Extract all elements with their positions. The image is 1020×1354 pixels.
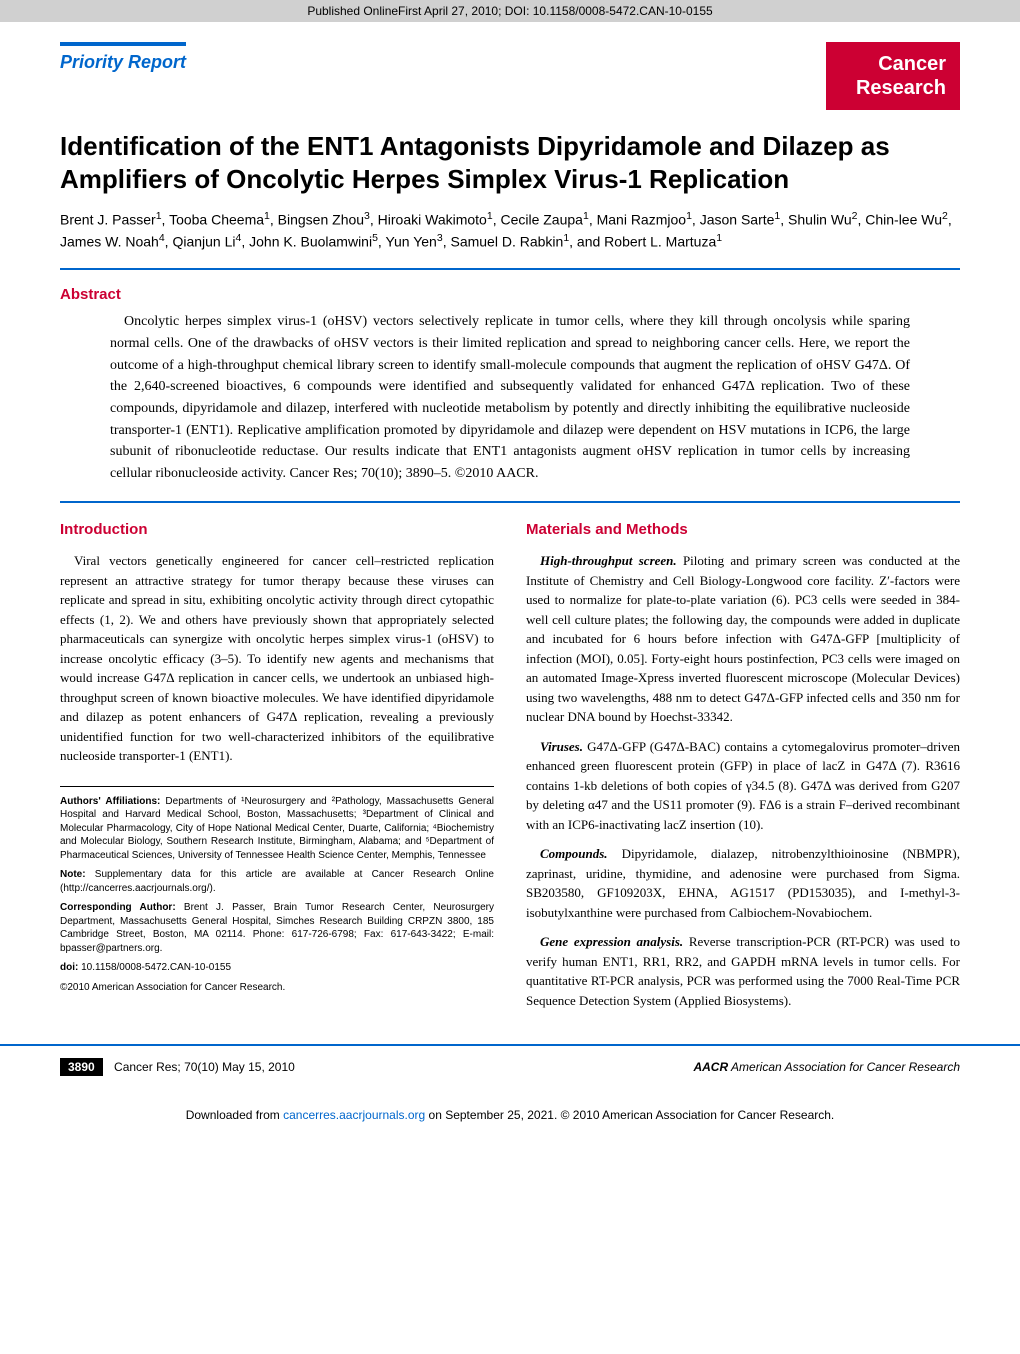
left-column: Introduction Viral vectors genetically e… <box>60 519 494 1021</box>
body-columns: Introduction Viral vectors genetically e… <box>0 519 1020 1021</box>
aacr-text: American Association for Cancer Research <box>731 1060 960 1074</box>
page-number: 3890 <box>60 1058 103 1076</box>
download-note: Downloaded from cancerres.aacrjournals.o… <box>0 1082 1020 1144</box>
footnote-affil-label: Authors' Affiliations: <box>60 796 160 807</box>
abstract-block: Abstract Oncolytic herpes simplex virus-… <box>0 286 1020 485</box>
methods-viruses-paragraph: Viruses. G47Δ-GFP (G47Δ-BAC) contains a … <box>526 737 960 835</box>
methods-compounds-paragraph: Compounds. Dipyridamole, dialazep, nitro… <box>526 844 960 922</box>
methods-compounds-label: Compounds. <box>540 846 608 861</box>
aacr-logo: AACR American Association for Cancer Res… <box>693 1060 960 1074</box>
right-column: Materials and Methods High-throughput sc… <box>526 519 960 1021</box>
rule-bottom <box>60 501 960 503</box>
methods-viruses-text: G47Δ-GFP (G47Δ-BAC) contains a cytomegal… <box>526 739 960 832</box>
footnote-corresponding: Corresponding Author: Brent J. Passer, B… <box>60 901 494 955</box>
online-first-bar: Published OnlineFirst April 27, 2010; DO… <box>0 0 1020 22</box>
methods-hts-label: High-throughput screen. <box>540 553 677 568</box>
footnote-note: Note: Supplementary data for this articl… <box>60 868 494 895</box>
footnotes-block: Authors' Affiliations: Departments of ¹N… <box>60 786 494 995</box>
methods-heading: Materials and Methods <box>526 519 960 542</box>
footer-left: 3890 Cancer Res; 70(10) May 15, 2010 <box>60 1060 295 1074</box>
footnote-doi: doi: 10.1158/0008-5472.CAN-10-0155 <box>60 961 494 975</box>
journal-badge: Cancer Research <box>826 42 960 110</box>
methods-hts-text: Piloting and primary screen was conducte… <box>526 553 960 724</box>
intro-paragraph: Viral vectors genetically engineered for… <box>60 551 494 766</box>
abstract-text: Oncolytic herpes simplex virus-1 (oHSV) … <box>60 311 960 485</box>
footer-citation: Cancer Res; 70(10) May 15, 2010 <box>114 1060 295 1074</box>
methods-gene-label: Gene expression analysis. <box>540 934 683 949</box>
footnote-doi-text: 10.1158/0008-5472.CAN-10-0155 <box>78 962 231 973</box>
footnote-supp-text: Supplementary data for this article are … <box>60 869 494 894</box>
article-title: Identification of the ENT1 Antagonists D… <box>0 110 1020 195</box>
introduction-heading: Introduction <box>60 519 494 542</box>
methods-gene-paragraph: Gene expression analysis. Reverse transc… <box>526 932 960 1010</box>
rule-top <box>60 268 960 270</box>
footnote-copyright: ©2010 American Association for Cancer Re… <box>60 981 494 995</box>
footnote-doi-label: doi: <box>60 962 78 973</box>
author-list: Brent J. Passer1, Tooba Cheema1, Bingsen… <box>0 195 1020 252</box>
journal-badge-line1: Cancer <box>856 52 946 76</box>
journal-badge-line2: Research <box>856 76 946 100</box>
report-type: Priority Report <box>60 42 186 73</box>
abstract-heading: Abstract <box>60 286 960 303</box>
methods-viruses-label: Viruses. <box>540 739 583 754</box>
header-row: Priority Report Cancer Research <box>0 22 1020 110</box>
page-footer: 3890 Cancer Res; 70(10) May 15, 2010 AAC… <box>0 1044 1020 1082</box>
footnote-affiliations: Authors' Affiliations: Departments of ¹N… <box>60 795 494 863</box>
methods-hts-paragraph: High-throughput screen. Piloting and pri… <box>526 551 960 727</box>
footnote-corr-label: Corresponding Author: <box>60 902 176 913</box>
footnote-supp-label: Note: <box>60 869 86 880</box>
